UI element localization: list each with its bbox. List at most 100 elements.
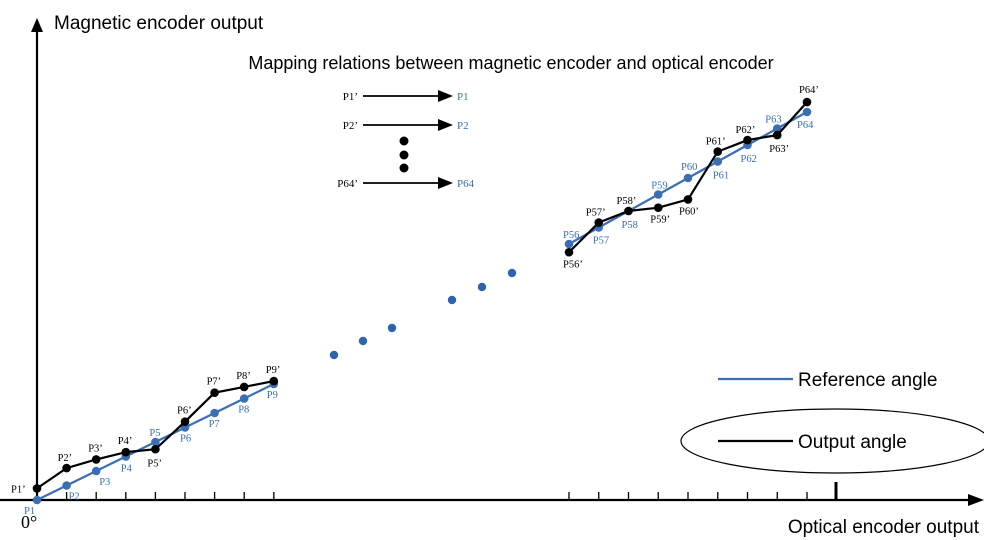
output-point-label: P7’ [207, 377, 222, 388]
output-point [210, 388, 219, 398]
gap-dot [507, 268, 517, 278]
mapping-arrowhead [438, 90, 453, 102]
output-point-label: P62’ [736, 125, 756, 136]
output-point-label: P8’ [236, 371, 251, 382]
output-point-label: P59’ [650, 215, 670, 226]
x-axis-label: Optical encoder output [788, 517, 980, 538]
output-point-label: P1’ [11, 484, 26, 495]
mapping-to-label: P64 [457, 178, 475, 190]
output-point-label: P6’ [177, 406, 192, 417]
mapping-from-label: P64’ [337, 178, 358, 190]
reference-point [62, 481, 71, 490]
legend-highlight-ellipse [680, 408, 984, 474]
output-point-label: P61’ [706, 137, 726, 148]
x-axis-ticks [65, 492, 808, 500]
output-point [91, 455, 101, 464]
x-axis-arrowhead [968, 494, 984, 506]
gap-dot [329, 350, 339, 360]
mapping-ellipsis-dot [399, 136, 409, 146]
reference-point-label: P56 [563, 230, 579, 241]
gap-dot [477, 282, 487, 292]
output-point-label: P57’ [586, 208, 606, 219]
gap-ellipsis [329, 268, 517, 360]
legend-reference-label: Reference angle [798, 370, 937, 391]
output-point-label: P56’ [563, 259, 583, 270]
output-point [802, 97, 812, 107]
reference-point-label: P64 [797, 120, 814, 131]
reference-point-label: P8 [238, 405, 249, 416]
reference-point-label: P62 [741, 154, 757, 165]
reference-point [32, 495, 42, 505]
output-point [594, 218, 604, 227]
reference-point [91, 466, 101, 476]
output-point-label: P3’ [88, 443, 103, 454]
reference-point-label: P1 [24, 506, 35, 517]
output-point-label: P4’ [118, 436, 133, 447]
series-group: P1 P2 P3 P4 P5 P6 P7 P8 P9 P56 P57 P58 P59 P60 P61 P62 P… [11, 85, 819, 517]
output-point [62, 463, 71, 473]
mapping-to-label: P1 [457, 91, 469, 103]
output-point-label: P60’ [679, 206, 699, 217]
reference-point-label: P5 [149, 428, 160, 439]
reference-point-label: P61 [713, 171, 729, 182]
reference-point-label: P7 [209, 419, 220, 430]
reference-point-label: P2 [69, 492, 80, 503]
reference-point-label: P63 [765, 115, 781, 126]
legend-output-label: Output angle [798, 432, 907, 453]
y-axis-label: Magnetic encoder output [54, 13, 264, 34]
reference-point-label: P4 [121, 464, 133, 475]
output-point [564, 247, 574, 257]
mapping-arrowhead [438, 119, 453, 131]
output-point-label: P58’ [617, 196, 637, 207]
mapping-table: P1’ P1 P2’ P2 P64’ P64 [337, 90, 475, 190]
output-point [239, 382, 249, 392]
reference-point [653, 190, 663, 199]
reference-point [239, 394, 249, 403]
output-point-label: P63’ [769, 144, 789, 155]
y-axis-arrowhead [31, 18, 43, 32]
mapping-ellipsis-dot [399, 163, 409, 173]
diagram-title: Mapping relations between magnetic encod… [248, 53, 773, 73]
reference-point-label: P59 [651, 181, 667, 192]
reference-point [210, 408, 219, 418]
mapping-from-label: P2’ [343, 120, 358, 132]
reference-point [683, 173, 693, 183]
output-point [121, 447, 131, 457]
mapping-from-label: P1’ [343, 91, 358, 103]
output-point [653, 203, 663, 212]
gap-dot [447, 295, 457, 305]
gap-dot [358, 336, 368, 346]
output-point [624, 206, 633, 216]
mapping-ellipsis-dot [399, 150, 409, 160]
reference-point-label: P6 [180, 434, 191, 445]
output-point [683, 195, 693, 204]
reference-point [564, 239, 574, 249]
reference-point-label: P58 [622, 220, 638, 231]
reference-point-label: P3 [99, 477, 110, 488]
axes [0, 18, 984, 506]
output-point-label: P2’ [58, 453, 73, 464]
reference-point [772, 124, 782, 133]
reference-point [151, 437, 160, 447]
reference-point [802, 107, 812, 117]
output-point-label: P64’ [799, 85, 819, 96]
output-point [743, 135, 752, 145]
reference-point [713, 157, 723, 166]
output-point [151, 444, 160, 454]
legend: Reference angle Output angle [680, 370, 984, 474]
reference-point-label: P60 [681, 162, 697, 173]
output-point-label: P5’ [147, 458, 162, 469]
reference-point-label: P9 [267, 390, 278, 401]
mapping-to-label: P2 [457, 120, 469, 132]
output-point [180, 417, 190, 427]
gap-dot [387, 323, 397, 333]
reference-point-label: P57 [593, 236, 609, 247]
output-point [32, 484, 42, 493]
mapping-arrowhead [438, 177, 453, 189]
output-point [772, 130, 782, 140]
output-point-label: P9’ [266, 365, 281, 376]
origin-label: 0° [21, 512, 37, 532]
output-point [713, 147, 723, 156]
output-point [269, 376, 279, 386]
